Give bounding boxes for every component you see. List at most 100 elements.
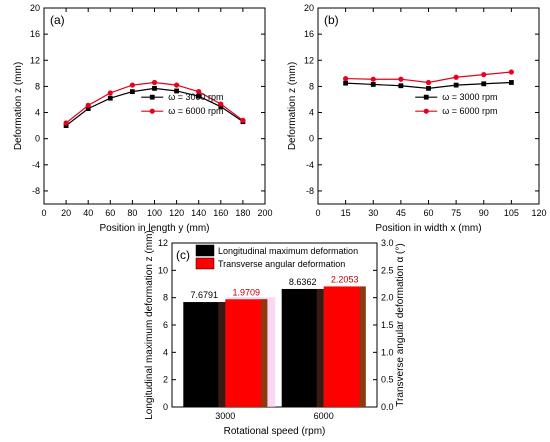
- y-tick-label: 8: [163, 293, 168, 303]
- legend-label: Longitudinal maximum deformation: [218, 246, 358, 256]
- x-tick-label: 6000: [314, 411, 334, 421]
- legend-swatch: [195, 244, 215, 257]
- data-point: [196, 89, 202, 95]
- y2-tick-label: 3.0: [381, 238, 394, 248]
- data-point: [453, 74, 459, 80]
- x-tick-label: 3000: [215, 411, 235, 421]
- data-point: [398, 83, 404, 89]
- panel-label: (b): [324, 13, 339, 27]
- x-tick-label: 0: [315, 208, 320, 218]
- data-label: 7.6791: [191, 290, 219, 300]
- x-tick-label: 40: [83, 208, 93, 218]
- y-tick-label: 4: [35, 108, 40, 118]
- y-tick-label: 12: [304, 55, 314, 65]
- legend-label: ω = 3000 rpm: [442, 92, 497, 102]
- y2-tick-label: 0.0: [381, 402, 394, 412]
- data-point: [174, 88, 179, 94]
- y-tick-label: 8: [309, 81, 314, 91]
- panel-label: (c): [176, 248, 190, 262]
- x-axis-label: Position in length y (mm): [99, 223, 209, 234]
- data-label: 8.6362: [289, 277, 317, 287]
- x-tick-label: 160: [213, 208, 228, 218]
- data-point: [370, 82, 376, 87]
- y-tick-label: 16: [304, 29, 314, 39]
- plot-frame: [43, 7, 266, 205]
- data-point: [85, 106, 91, 112]
- y-tick-label: 4: [163, 347, 168, 357]
- data-point: [481, 81, 487, 87]
- legend-marker: [149, 108, 155, 114]
- data-point: [508, 69, 514, 75]
- data-point: [129, 82, 135, 88]
- y2-tick-label: 1.5: [381, 320, 394, 330]
- legend-marker: [423, 94, 429, 100]
- y-tick-label: -4: [306, 160, 314, 170]
- y-axis-label: Deformation z (mm): [13, 62, 24, 150]
- y-tick-label: -8: [306, 186, 314, 196]
- legend-label: ω = 6000 rpm: [168, 106, 223, 116]
- y-tick-label: 20: [30, 3, 40, 13]
- x-tick-label: 15: [341, 208, 351, 218]
- data-point: [218, 101, 224, 107]
- x-tick-label: 140: [191, 208, 206, 218]
- x-tick-label: 75: [451, 208, 461, 218]
- data-point: [107, 90, 113, 96]
- x-tick-label: 80: [127, 208, 137, 218]
- data-point: [152, 85, 157, 91]
- y2-tick-label: 2.0: [381, 293, 394, 303]
- data-point: [174, 82, 180, 88]
- y-tick-label: -8: [32, 186, 40, 196]
- data-point: [85, 102, 91, 108]
- data-label: 1.9709: [233, 287, 261, 297]
- data-point: [343, 80, 349, 86]
- y-tick-label: 4: [309, 108, 314, 118]
- data-point: [426, 85, 431, 91]
- x-tick-label: 60: [105, 208, 115, 218]
- line-panel-b: 0 15 30 45 60 75 90 105 120 -8 -4 0 4 8 12 16 20 Position…: [287, 3, 547, 234]
- x-tick-label: 200: [257, 208, 272, 218]
- bar: [225, 299, 268, 407]
- legend-marker: [149, 94, 155, 100]
- y-tick-label: 12: [158, 238, 168, 248]
- x-tick-label: 90: [479, 208, 489, 218]
- data-point: [151, 79, 158, 86]
- y-tick-label: 12: [30, 55, 40, 65]
- line-panel-a: 0 20 40 60 80 100 120 140 160 180 200 -8 -4 0 4 8 12 16 20…: [13, 3, 273, 234]
- y-tick-label: 6: [163, 320, 168, 330]
- data-point: [343, 75, 349, 82]
- x-tick-label: 45: [396, 208, 406, 218]
- data-point: [240, 117, 246, 123]
- y-tick-label: 0: [309, 134, 314, 144]
- x-tick-label: 120: [169, 208, 184, 218]
- data-point: [425, 79, 432, 86]
- x-tick-label: 105: [504, 208, 519, 218]
- x-axis-label: Rotational speed (rpm): [224, 426, 326, 437]
- data-point: [398, 76, 404, 82]
- x-tick-label: 20: [61, 208, 71, 218]
- legend-marker: [423, 108, 429, 114]
- bar-edge: [261, 299, 268, 407]
- x-tick-label: 30: [368, 208, 378, 218]
- y-tick-label: -4: [32, 160, 40, 170]
- data-point: [63, 120, 69, 126]
- y-tick-label: 16: [30, 29, 40, 39]
- data-point: [63, 123, 69, 128]
- x-tick-label: 180: [235, 208, 250, 218]
- y-axis-label: Deformation z (mm): [287, 62, 298, 150]
- bar: [323, 286, 366, 407]
- data-point: [196, 93, 202, 99]
- y2-tick-label: 0.5: [381, 375, 394, 385]
- y2-tick-label: 1.0: [381, 347, 394, 357]
- y-tick-label: 20: [304, 3, 314, 13]
- data-point: [370, 76, 376, 82]
- x-tick-label: 60: [423, 208, 433, 218]
- bar-panel-c: 7.6791 1.9709 3000 8.6362 2.2053 6000 0 2 4 6 8 10 1…: [144, 230, 406, 437]
- bar-edge: [218, 302, 226, 407]
- data-point: [107, 95, 113, 101]
- panel-label: (a): [50, 13, 65, 27]
- y-tick-label: 8: [35, 81, 40, 91]
- data-point: [130, 89, 135, 95]
- x-tick-label: 0: [41, 208, 46, 218]
- bar-edge: [359, 286, 366, 407]
